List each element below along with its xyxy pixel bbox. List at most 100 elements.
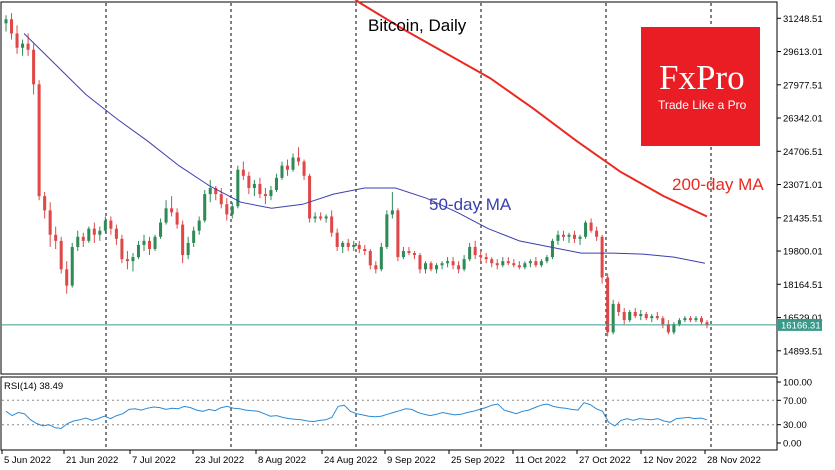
candle-body bbox=[517, 265, 521, 268]
candle-body bbox=[501, 261, 505, 266]
x-tick-label: 8 Aug 2022 bbox=[258, 455, 306, 466]
rsi-level-lines bbox=[2, 399, 776, 426]
candle-body bbox=[59, 240, 63, 270]
candle-body bbox=[595, 230, 599, 237]
candle-body bbox=[324, 216, 328, 219]
candle-body bbox=[186, 242, 190, 256]
candle-body bbox=[263, 194, 267, 197]
candle-body bbox=[37, 84, 41, 197]
candle-body bbox=[26, 43, 30, 50]
candle-body bbox=[252, 183, 256, 188]
fxpro-logo: FxPro Trade Like a Pro bbox=[641, 27, 760, 146]
y-tick-label: 29613.01 bbox=[783, 47, 823, 58]
candle-body bbox=[352, 244, 356, 247]
candle-body bbox=[694, 318, 698, 321]
candle-body bbox=[396, 210, 400, 258]
fxpro-logo-tagline: Trade Like a Pro bbox=[658, 98, 747, 112]
candle-body bbox=[109, 220, 113, 229]
candle-body bbox=[545, 257, 549, 262]
rsi-line bbox=[5, 402, 708, 429]
x-tick-label: 7 Jul 2022 bbox=[132, 455, 176, 466]
candle-body bbox=[418, 255, 422, 270]
candle-body bbox=[506, 261, 510, 264]
x-tick-label: 23 Jul 2022 bbox=[195, 455, 244, 466]
candle-body bbox=[81, 236, 85, 241]
fxpro-logo-wordmark: FxPro bbox=[659, 58, 745, 97]
candle-body bbox=[70, 246, 74, 286]
candle-body bbox=[346, 242, 350, 247]
candle-body bbox=[4, 19, 8, 24]
candle-body bbox=[457, 265, 461, 270]
candle-body bbox=[192, 230, 196, 243]
candle-body bbox=[446, 261, 450, 264]
ma50-label: 50-day MA bbox=[429, 195, 512, 214]
main-plot-frame bbox=[0, 1, 778, 375]
candle-body bbox=[401, 251, 405, 258]
candle-body bbox=[208, 188, 212, 195]
candle-body bbox=[21, 43, 25, 48]
candle-body bbox=[440, 263, 444, 266]
candle-body bbox=[241, 169, 245, 176]
candle-body bbox=[136, 244, 140, 258]
rsi-tick-label: 70.00 bbox=[783, 396, 807, 407]
y-tick-label: 23071.01 bbox=[783, 180, 823, 191]
candle-body bbox=[512, 263, 516, 266]
rsi-label: RSI(14) 38.49 bbox=[4, 381, 63, 392]
y-tick-label: 21435.51 bbox=[783, 213, 823, 224]
candle-body bbox=[302, 161, 306, 176]
candle-body bbox=[468, 246, 472, 260]
x-tick-label: 28 Nov 2022 bbox=[707, 455, 761, 466]
candle-body bbox=[10, 19, 14, 34]
rsi-tick-label: 0.00 bbox=[783, 439, 802, 450]
x-tick-label: 25 Sep 2022 bbox=[451, 455, 505, 466]
candle-body bbox=[214, 188, 218, 195]
candle-body bbox=[484, 257, 488, 260]
y-tick-label: 31248.51 bbox=[783, 14, 823, 25]
rsi-plot-frame bbox=[0, 376, 778, 451]
candle-body bbox=[490, 259, 494, 264]
candle-body bbox=[363, 248, 367, 252]
candle-body bbox=[32, 49, 36, 85]
x-tick-label: 12 Nov 2022 bbox=[643, 455, 697, 466]
candle-body bbox=[98, 230, 102, 235]
rsi-axis-ticks: 100.00 70.00 30.00 0.00 bbox=[777, 378, 812, 450]
candle-body bbox=[539, 261, 543, 266]
rsi-tick-label: 30.00 bbox=[783, 420, 807, 431]
candle-body bbox=[341, 242, 345, 247]
candle-body bbox=[495, 263, 499, 266]
candle-body bbox=[54, 234, 58, 241]
candle-body bbox=[269, 190, 273, 197]
candle-body bbox=[159, 222, 163, 237]
current-price-label: 16166.31 bbox=[781, 320, 821, 331]
candle-body bbox=[550, 240, 554, 258]
candle-body bbox=[335, 232, 339, 247]
candle-body bbox=[666, 324, 670, 333]
candle-body bbox=[181, 224, 185, 256]
y-tick-label: 14893.51 bbox=[783, 346, 823, 357]
candle-body bbox=[628, 312, 632, 321]
candle-body bbox=[319, 216, 323, 219]
candle-body bbox=[683, 318, 687, 321]
candle-body bbox=[131, 257, 135, 262]
y-tick-label: 16529.01 bbox=[783, 313, 823, 324]
candle-body bbox=[451, 261, 455, 266]
candle-body bbox=[435, 265, 439, 270]
candle-body bbox=[48, 210, 52, 235]
chart-title: Bitcoin, Daily bbox=[368, 16, 467, 35]
candle-body bbox=[76, 236, 80, 247]
candle-body bbox=[236, 169, 240, 207]
ma50-line bbox=[23, 33, 706, 264]
x-axis-ticks: 5 Jun 2022 21 Jun 2022 7 Jul 2022 23 Jul 20… bbox=[1, 450, 761, 466]
candle-body bbox=[65, 269, 69, 286]
candle-body bbox=[308, 175, 312, 219]
candle-body bbox=[639, 314, 643, 317]
candle-body bbox=[374, 265, 378, 270]
candle-body bbox=[385, 214, 389, 247]
candle-body bbox=[661, 318, 665, 325]
candle-body bbox=[274, 177, 278, 191]
candle-body bbox=[230, 206, 234, 215]
candle-body bbox=[573, 234, 577, 239]
candle-body bbox=[589, 222, 593, 231]
candle-body bbox=[43, 196, 47, 211]
candle-body bbox=[203, 194, 207, 221]
